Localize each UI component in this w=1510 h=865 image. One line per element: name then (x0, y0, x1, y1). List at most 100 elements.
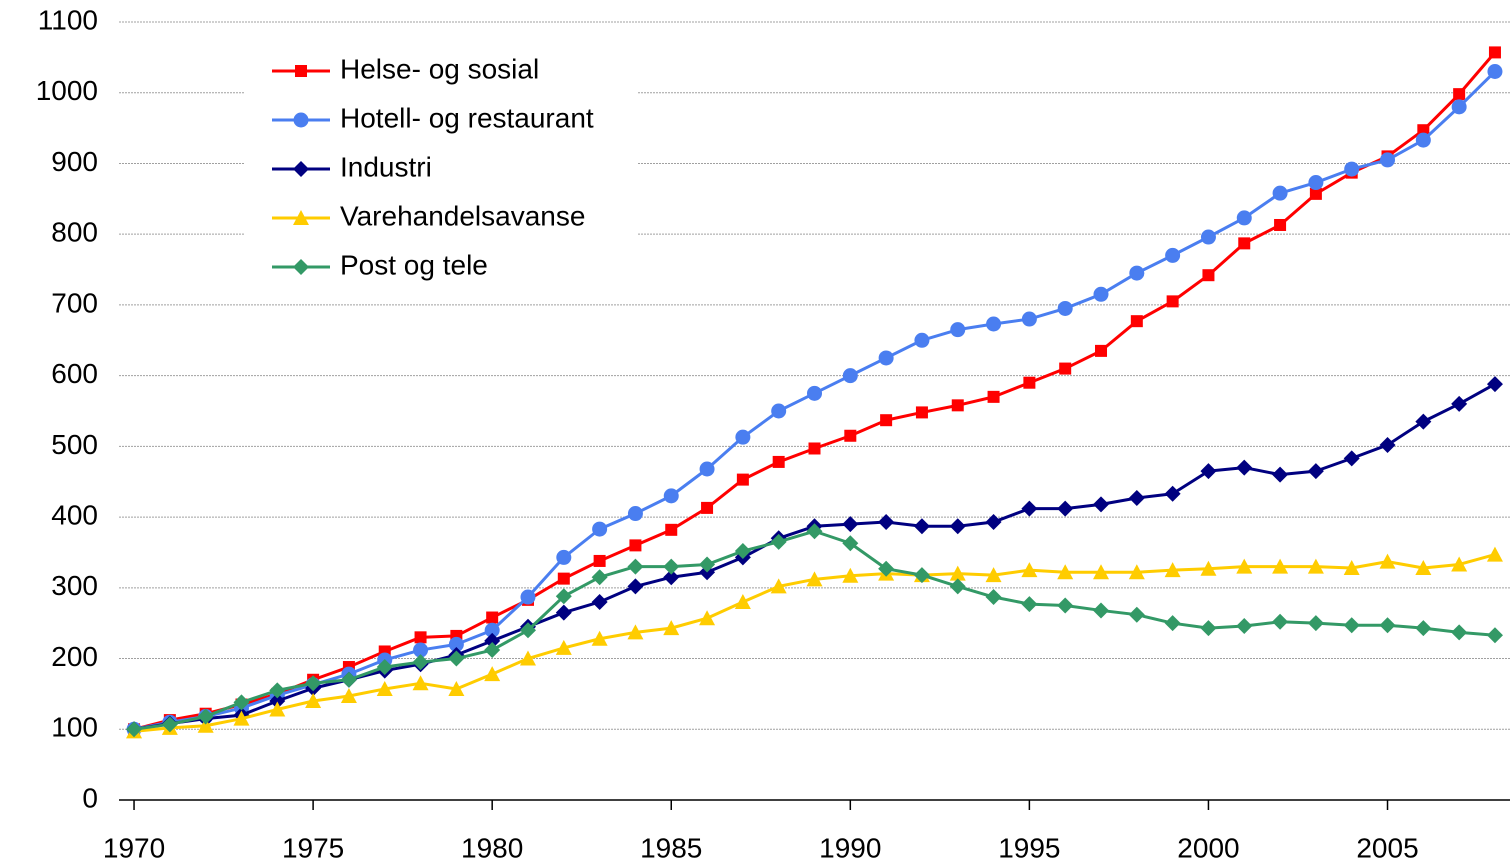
marker (269, 682, 286, 699)
marker (1164, 485, 1181, 502)
marker (1486, 627, 1503, 644)
marker (1343, 450, 1360, 467)
marker (555, 639, 572, 655)
marker (663, 558, 680, 575)
legend-label: Varehandelsavanse (340, 200, 585, 231)
marker (915, 406, 928, 419)
marker (1200, 463, 1217, 480)
marker (1343, 617, 1360, 634)
marker (1488, 46, 1501, 59)
x-tick-label: 2005 (1356, 832, 1418, 863)
marker (806, 571, 823, 587)
x-tick-label: 1985 (640, 832, 702, 863)
marker (842, 567, 859, 583)
x-tick-label: 1975 (282, 832, 344, 863)
marker (807, 385, 822, 401)
y-tick-label: 200 (51, 641, 98, 672)
marker (734, 593, 751, 609)
marker (950, 322, 966, 338)
marker (1272, 185, 1288, 201)
marker (197, 708, 214, 725)
legend-label: Hotell- og restaurant (340, 102, 594, 133)
marker (1021, 500, 1038, 517)
marker (1415, 560, 1432, 576)
marker (987, 390, 1000, 403)
marker (161, 716, 178, 733)
legend-label: Helse- og sosial (340, 53, 539, 84)
marker (484, 666, 501, 682)
marker (1200, 620, 1217, 637)
marker (448, 680, 465, 696)
marker (665, 523, 678, 536)
marker (592, 521, 608, 537)
y-tick-label: 400 (51, 499, 98, 530)
marker (699, 461, 715, 477)
marker (1128, 489, 1145, 506)
marker (699, 610, 716, 626)
marker (1274, 218, 1287, 231)
series (126, 546, 1503, 739)
marker (986, 316, 1002, 332)
marker (1451, 395, 1468, 412)
marker (629, 539, 642, 552)
y-tick-label: 500 (51, 429, 98, 460)
marker (949, 518, 966, 535)
marker (1415, 132, 1431, 148)
marker (913, 518, 930, 535)
marker (949, 565, 966, 581)
marker (412, 654, 429, 671)
x-tick-label: 1995 (998, 832, 1060, 863)
x-tick-label: 2000 (1177, 832, 1239, 863)
marker (340, 688, 357, 704)
marker (412, 675, 429, 691)
marker (269, 692, 286, 709)
marker (1451, 99, 1467, 115)
marker (1057, 300, 1073, 316)
marker (1417, 124, 1430, 137)
y-tick-label: 1000 (36, 75, 98, 106)
marker (1095, 344, 1108, 357)
marker (1130, 315, 1143, 328)
marker (1128, 606, 1145, 623)
marker (519, 650, 536, 666)
y-tick-label: 800 (51, 217, 98, 248)
marker (1059, 362, 1072, 375)
legend-label: Post og tele (340, 249, 488, 280)
marker (1486, 376, 1503, 393)
marker (1202, 269, 1215, 282)
marker (913, 567, 930, 584)
marker (878, 514, 895, 531)
marker (413, 642, 429, 658)
marker (1236, 210, 1252, 226)
y-tick-label: 0 (82, 782, 98, 813)
marker (520, 589, 536, 605)
y-tick-label: 900 (51, 146, 98, 177)
marker (1415, 413, 1432, 430)
marker (591, 593, 608, 610)
marker (1415, 620, 1432, 637)
marker (1379, 553, 1396, 569)
marker (486, 611, 499, 624)
marker (1200, 560, 1217, 576)
marker (197, 717, 214, 733)
marker (1380, 152, 1396, 168)
marker (878, 560, 895, 577)
marker (293, 112, 309, 128)
marker (1272, 613, 1289, 630)
marker (663, 488, 679, 504)
marker (880, 414, 893, 427)
marker (842, 516, 859, 533)
marker (1236, 618, 1253, 635)
marker (951, 399, 964, 412)
marker (293, 210, 309, 225)
marker (1451, 624, 1468, 641)
marker (376, 680, 393, 696)
marker (1236, 558, 1253, 574)
marker (878, 350, 894, 366)
marker (1487, 64, 1503, 80)
marker (305, 675, 322, 692)
marker (663, 569, 680, 586)
x-tick-label: 1990 (819, 832, 881, 863)
marker (1344, 161, 1360, 177)
